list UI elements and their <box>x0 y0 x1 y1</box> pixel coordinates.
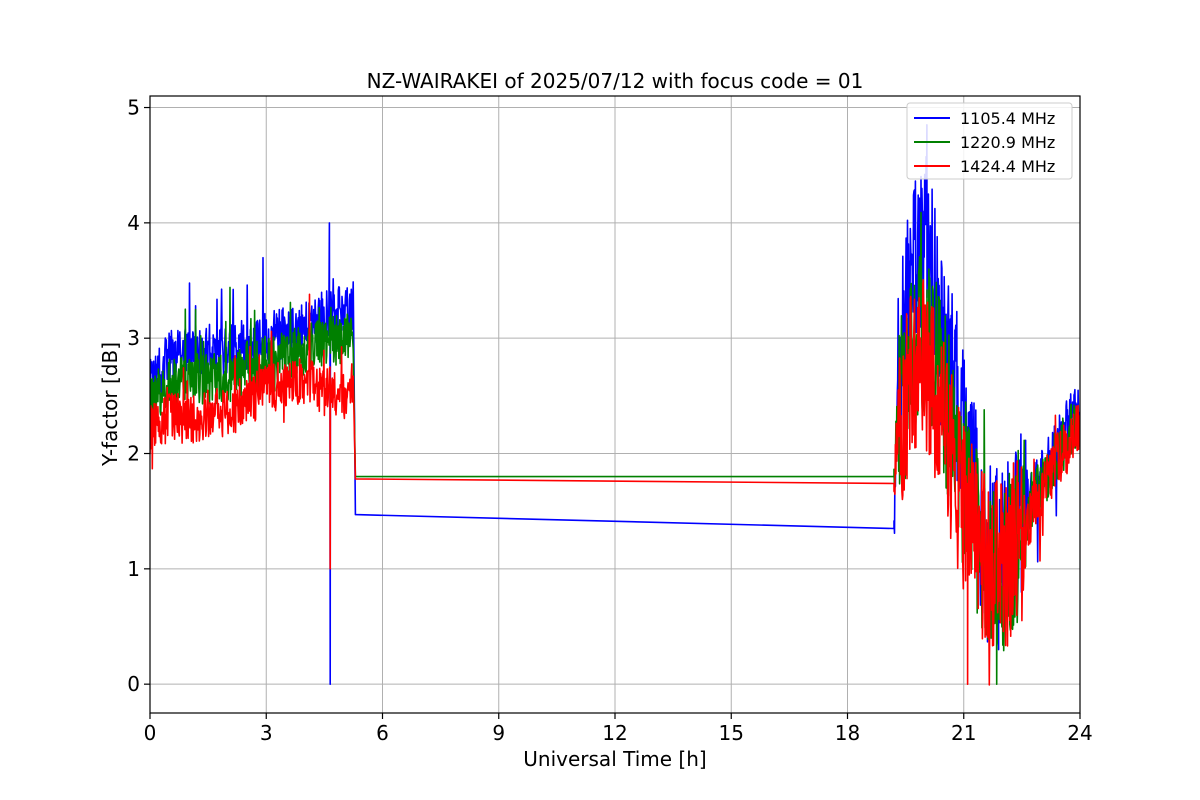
x-tick-label: 3 <box>260 721 273 745</box>
chart-title: NZ-WAIRAKEI of 2025/07/12 with focus cod… <box>367 69 864 93</box>
y-tick-label: 4 <box>127 211 140 235</box>
y-tick-label: 2 <box>127 442 140 466</box>
y-axis-label: Y-factor [dB] <box>98 342 122 467</box>
series-layer <box>150 124 1080 686</box>
x-tick-label: 15 <box>719 721 744 745</box>
x-tick-label: 18 <box>835 721 860 745</box>
x-tick-label: 12 <box>602 721 627 745</box>
x-tick-label: 6 <box>376 721 389 745</box>
legend-label: 1424.4 MHz <box>960 157 1055 176</box>
y-tick-label: 3 <box>127 326 140 350</box>
x-tick-label: 24 <box>1067 721 1092 745</box>
x-axis-label: Universal Time [h] <box>523 747 706 771</box>
x-tick-label: 0 <box>144 721 157 745</box>
legend: 1105.4 MHz 1220.9 MHz 1424.4 MHz <box>906 102 1073 180</box>
x-tick-label: 21 <box>951 721 976 745</box>
x-tick-label: 9 <box>492 721 505 745</box>
series-line-3 <box>150 279 1080 686</box>
y-tick-label: 1 <box>127 557 140 581</box>
legend-box <box>906 102 1073 180</box>
y-tick-label: 5 <box>127 96 140 120</box>
legend-label: 1220.9 MHz <box>960 133 1055 152</box>
legend-label: 1105.4 MHz <box>960 109 1055 128</box>
y-tick-label: 0 <box>127 672 140 696</box>
